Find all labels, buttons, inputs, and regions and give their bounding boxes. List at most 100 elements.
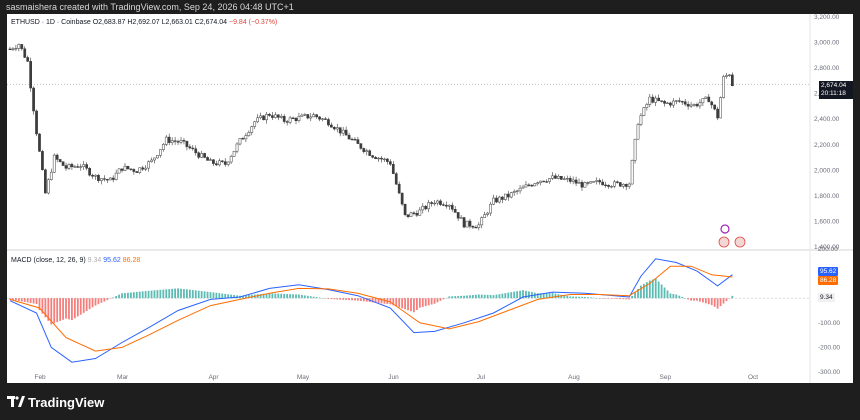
histogram-bar — [374, 298, 377, 303]
candle — [20, 44, 24, 51]
candle — [341, 126, 345, 136]
event-markers[interactable] — [718, 224, 746, 248]
histogram-bar — [144, 291, 147, 299]
candle — [123, 162, 127, 172]
candle — [300, 113, 304, 117]
candle — [303, 113, 307, 117]
candle — [58, 158, 62, 163]
histogram-bar — [586, 297, 589, 299]
histogram-bar — [510, 292, 513, 299]
histogram-bar — [82, 298, 85, 313]
histogram-bar — [321, 298, 324, 299]
histogram-bar — [669, 293, 672, 299]
time-axis: Feb Mar Apr May Jun Jul Aug Sep Oct — [34, 374, 758, 381]
candle — [368, 149, 372, 156]
candle — [512, 189, 516, 196]
histogram-bar — [233, 295, 235, 299]
histogram-bar — [197, 290, 200, 299]
histogram-bar — [306, 295, 309, 299]
candle — [501, 195, 504, 204]
chart-panel[interactable]: 3,200.003,000.002,800.002,600.002,400.00… — [7, 14, 853, 383]
candle — [173, 136, 177, 145]
low-value: L2,663.01 — [161, 19, 193, 26]
candle — [725, 72, 728, 79]
price-axis-label: 3,200.00 — [814, 14, 840, 21]
histogram-bar — [448, 296, 451, 299]
candle — [692, 103, 696, 107]
histogram-bar — [413, 298, 415, 313]
histogram-bar — [191, 290, 194, 299]
macd-axis-label: 200.00 — [818, 246, 838, 253]
candle — [518, 184, 522, 194]
candle — [542, 180, 546, 183]
chart-canvas[interactable]: 3,200.003,000.002,800.002,600.002,400.00… — [7, 14, 853, 383]
price-axis-label: 1,600.00 — [814, 218, 840, 225]
histogram-bar — [303, 295, 306, 299]
histogram-bar — [439, 298, 442, 301]
candle — [164, 135, 168, 147]
histogram-bar — [47, 298, 50, 321]
histogram-bar — [41, 298, 44, 314]
histogram-bar — [194, 290, 197, 299]
histogram-bar — [601, 298, 604, 299]
histogram-bar — [466, 295, 468, 299]
candle — [397, 181, 401, 194]
macd-name[interactable]: MACD (close, 12, 26, 9) — [11, 257, 86, 264]
histogram-bar — [675, 294, 678, 299]
histogram-bar — [138, 291, 141, 299]
candle — [683, 98, 687, 107]
histogram-bar — [44, 298, 47, 318]
histogram-bar — [56, 298, 59, 323]
candle — [598, 178, 602, 185]
histogram-bar — [566, 295, 569, 299]
candle — [483, 211, 487, 218]
candle — [565, 175, 569, 183]
histogram-bar — [318, 297, 321, 299]
signal-line-badge: 86.28 — [818, 276, 839, 285]
histogram-bar — [501, 293, 504, 299]
histogram-bar — [424, 298, 427, 307]
candle — [607, 184, 610, 189]
candle — [23, 46, 27, 59]
histogram-bar — [20, 298, 23, 302]
candle — [217, 158, 221, 167]
macd-axis-label: -100.00 — [818, 320, 840, 327]
candle — [126, 165, 130, 170]
candle — [347, 132, 351, 140]
candle — [194, 145, 198, 156]
histogram-bar — [681, 296, 684, 299]
histogram-bar — [283, 293, 286, 299]
candle — [710, 100, 714, 109]
histogram-badge: 9.34 — [818, 293, 835, 302]
histogram-bar — [592, 297, 595, 299]
candle — [265, 111, 268, 124]
histogram-bar — [129, 292, 132, 299]
candle — [616, 180, 619, 184]
price-axis-label: 2,200.00 — [814, 142, 840, 149]
flag-icon — [718, 236, 730, 248]
candle — [388, 159, 392, 166]
chart-caption: sasmaishera created with TradingView.com… — [6, 2, 294, 12]
histogram-bar — [469, 295, 471, 299]
candle — [633, 138, 637, 164]
histogram-bar — [722, 298, 725, 304]
candle — [344, 126, 348, 136]
histogram-bar — [704, 298, 707, 304]
histogram-bar — [50, 298, 53, 325]
histogram-bar — [460, 295, 463, 299]
macd-line — [9, 258, 733, 363]
histogram-bar — [62, 298, 64, 320]
histogram-bar — [418, 298, 421, 308]
candle — [686, 101, 690, 110]
candle — [35, 109, 38, 137]
symbol-label[interactable]: ETHUSD · 1D · Coinbase — [11, 19, 91, 26]
histogram-bar — [578, 296, 580, 299]
histogram-bar — [215, 292, 218, 299]
candle — [680, 100, 684, 105]
candle — [159, 149, 162, 158]
histogram-bar — [53, 298, 56, 324]
histogram-bar — [115, 296, 118, 299]
histogram-bar — [716, 298, 719, 309]
candle — [132, 168, 136, 175]
histogram-bar — [339, 298, 342, 300]
